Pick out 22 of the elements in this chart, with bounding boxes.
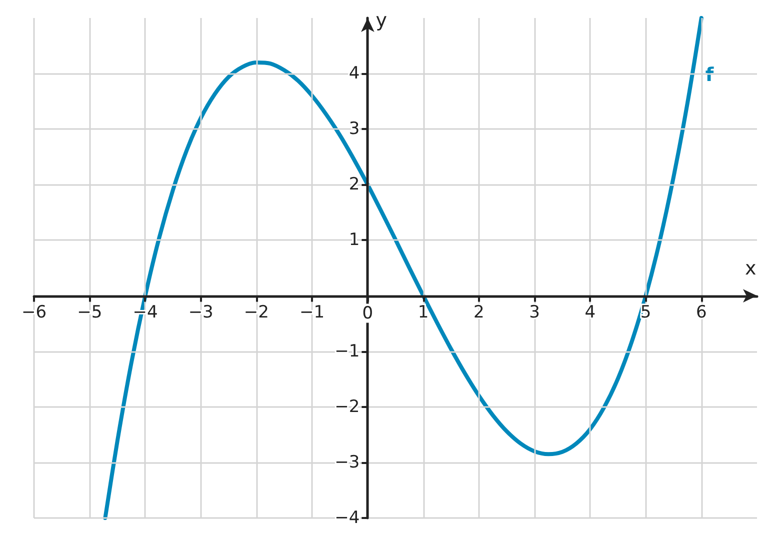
x-tick-label: −1 — [300, 302, 325, 322]
y-tick-label: 4 — [348, 64, 360, 84]
x-tick-label: 4 — [584, 302, 596, 322]
x-tick-label: −2 — [244, 302, 269, 322]
y-tick-label: −2 — [334, 396, 360, 417]
y-tick-label: 3 — [348, 119, 360, 140]
x-tick-label: 6 — [696, 302, 707, 322]
x-tick-label: −5 — [77, 302, 102, 322]
x-tick-label: 1 — [418, 302, 429, 322]
y-axis-title: y — [376, 10, 387, 32]
x-axis-title: x — [745, 257, 756, 280]
x-tick-label: −3 — [188, 302, 214, 322]
y-tick-label: 1 — [348, 230, 360, 250]
x-tick-label: 2 — [474, 302, 484, 322]
y-tick-label: −1 — [334, 341, 360, 362]
series-label: f — [705, 64, 714, 86]
x-tick-label: −6 — [21, 302, 47, 322]
y-tick-label: −4 — [334, 508, 360, 528]
y-tick-label: −3 — [334, 452, 360, 472]
x-tick-label: 0 — [362, 303, 374, 324]
x-tick-label: 3 — [529, 302, 540, 322]
y-tick-label: 2 — [348, 174, 360, 195]
